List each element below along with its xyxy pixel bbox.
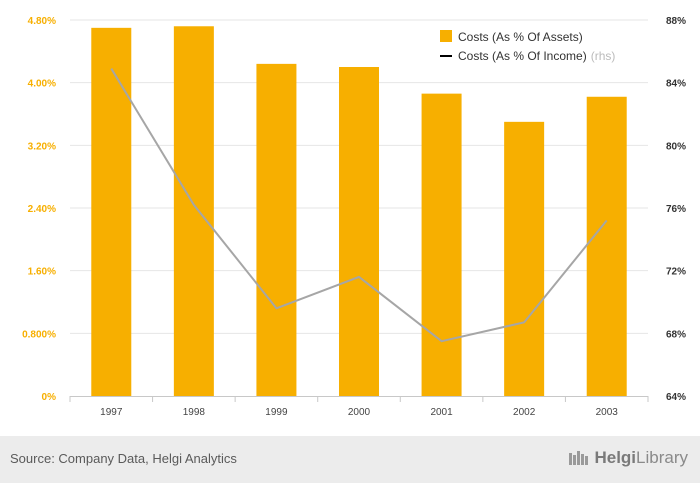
legend-label-assets: Costs (As % Of Assets) [458, 30, 583, 44]
y-left-tick-label: 2.40% [28, 204, 56, 215]
y-right-tick-label: 84% [666, 79, 686, 90]
footer: Source: Company Data, Helgi Analytics He… [0, 436, 700, 483]
y-right-tick-label: 68% [666, 329, 686, 340]
source-text: Source: Company Data, Helgi Analytics [10, 451, 237, 466]
x-tick-label: 1997 [100, 407, 123, 418]
bar [91, 27, 132, 396]
axes: 0% 0.800% 1.60% 2.40% 3.20% 4.00% 4.80% 64% 68% 7… [22, 16, 686, 418]
helgi-library-logo[interactable]: HelgiLibrary [568, 448, 688, 468]
y-right-tick-label: 72% [666, 267, 686, 278]
logo-text-1: Helgi [594, 448, 637, 467]
bar [421, 93, 462, 396]
line-series [110, 68, 608, 343]
legend-swatch-assets [440, 30, 452, 42]
legend: Costs (As % Of Assets) Costs (As % Of In… [440, 30, 615, 63]
legend-label-income-name: Costs (As % Of Income) [458, 49, 587, 63]
y-left-tick-label: 0% [42, 392, 57, 403]
x-tick-label: 2001 [430, 407, 453, 418]
y-left-tick-label: 1.60% [28, 267, 56, 278]
bar-series [91, 26, 627, 397]
x-tick-label: 2000 [348, 407, 371, 418]
y-right-tick-label: 76% [666, 204, 686, 215]
chart: 0% 0.800% 1.60% 2.40% 3.20% 4.00% 4.80% 64% 68% 7… [22, 16, 686, 418]
y-left-tick-label: 4.80% [28, 16, 56, 27]
x-tick-label: 2002 [513, 407, 536, 418]
y-right-tick-label: 64% [666, 392, 686, 403]
legend-label-income-suffix: (rhs) [591, 49, 616, 63]
y-left-tick-label: 4.00% [28, 79, 56, 90]
bar [504, 121, 545, 396]
library-icon [569, 451, 589, 465]
y-right-tick-label: 80% [666, 141, 686, 152]
legend-label-income: Costs (As % Of Income) (rhs) [458, 49, 615, 63]
bar [173, 26, 214, 397]
y-left-tick-label: 3.20% [28, 141, 56, 152]
x-tick-label: 1998 [183, 407, 206, 418]
logo-text: HelgiLibrary [594, 448, 688, 468]
x-tick-label: 2003 [596, 407, 619, 418]
y-left-tick-label: 0.800% [22, 329, 56, 340]
bar [586, 96, 627, 397]
logo-text-2: Library [636, 448, 688, 467]
y-right-tick-label: 88% [666, 16, 686, 27]
bar [339, 67, 379, 396]
bar [256, 63, 297, 396]
x-tick-label: 1999 [265, 407, 288, 418]
